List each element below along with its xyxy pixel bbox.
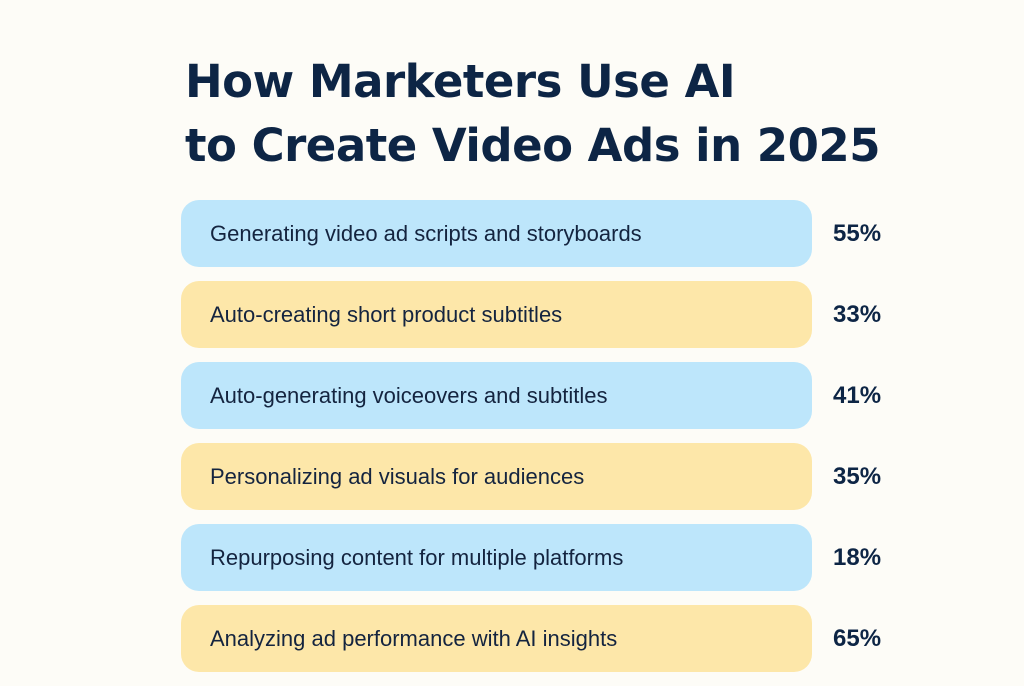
stat-value: 33%: [833, 300, 882, 328]
stat-label: Generating video ad scripts and storyboa…: [210, 220, 642, 246]
stat-pill: Repurposing content for multiple platfor…: [181, 524, 812, 591]
stat-value: 65%: [833, 624, 882, 652]
stat-label: Analyzing ad performance with AI insight…: [210, 625, 618, 651]
stat-row: Repurposing content for multiple platfor…: [181, 524, 901, 591]
stat-pill: Auto-creating short product subtitles: [181, 281, 812, 348]
stat-pill: Personalizing ad visuals for audiences: [181, 443, 812, 510]
stat-pill: Auto-generating voiceovers and subtitles: [181, 362, 812, 429]
stat-row: Auto-generating voiceovers and subtitles…: [181, 362, 901, 429]
stat-row: Analyzing ad performance with AI insight…: [181, 605, 901, 672]
stat-label: Auto-creating short product subtitles: [210, 301, 563, 327]
stat-list: Generating video ad scripts and storyboa…: [181, 200, 901, 686]
title-line-2: to Create Video Ads in 2025: [185, 119, 881, 172]
stat-value: 55%: [833, 219, 882, 247]
stat-pill: Generating video ad scripts and storyboa…: [181, 200, 812, 267]
stat-value: 41%: [833, 381, 882, 409]
stat-row: Generating video ad scripts and storyboa…: [181, 200, 901, 267]
stat-pill: Analyzing ad performance with AI insight…: [181, 605, 812, 672]
stat-row: Personalizing ad visuals for audiences 3…: [181, 443, 901, 510]
stat-value: 35%: [833, 462, 882, 490]
stat-label: Auto-generating voiceovers and subtitles: [210, 382, 608, 408]
stat-row: Auto-creating short product subtitles 33…: [181, 281, 901, 348]
stat-value: 18%: [833, 543, 882, 571]
title-line-1: How Marketers Use AI: [185, 55, 736, 108]
stat-label: Repurposing content for multiple platfor…: [210, 544, 624, 570]
stat-label: Personalizing ad visuals for audiences: [210, 463, 585, 489]
page-title: How Marketers Use AI to Create Video Ads…: [185, 50, 881, 178]
